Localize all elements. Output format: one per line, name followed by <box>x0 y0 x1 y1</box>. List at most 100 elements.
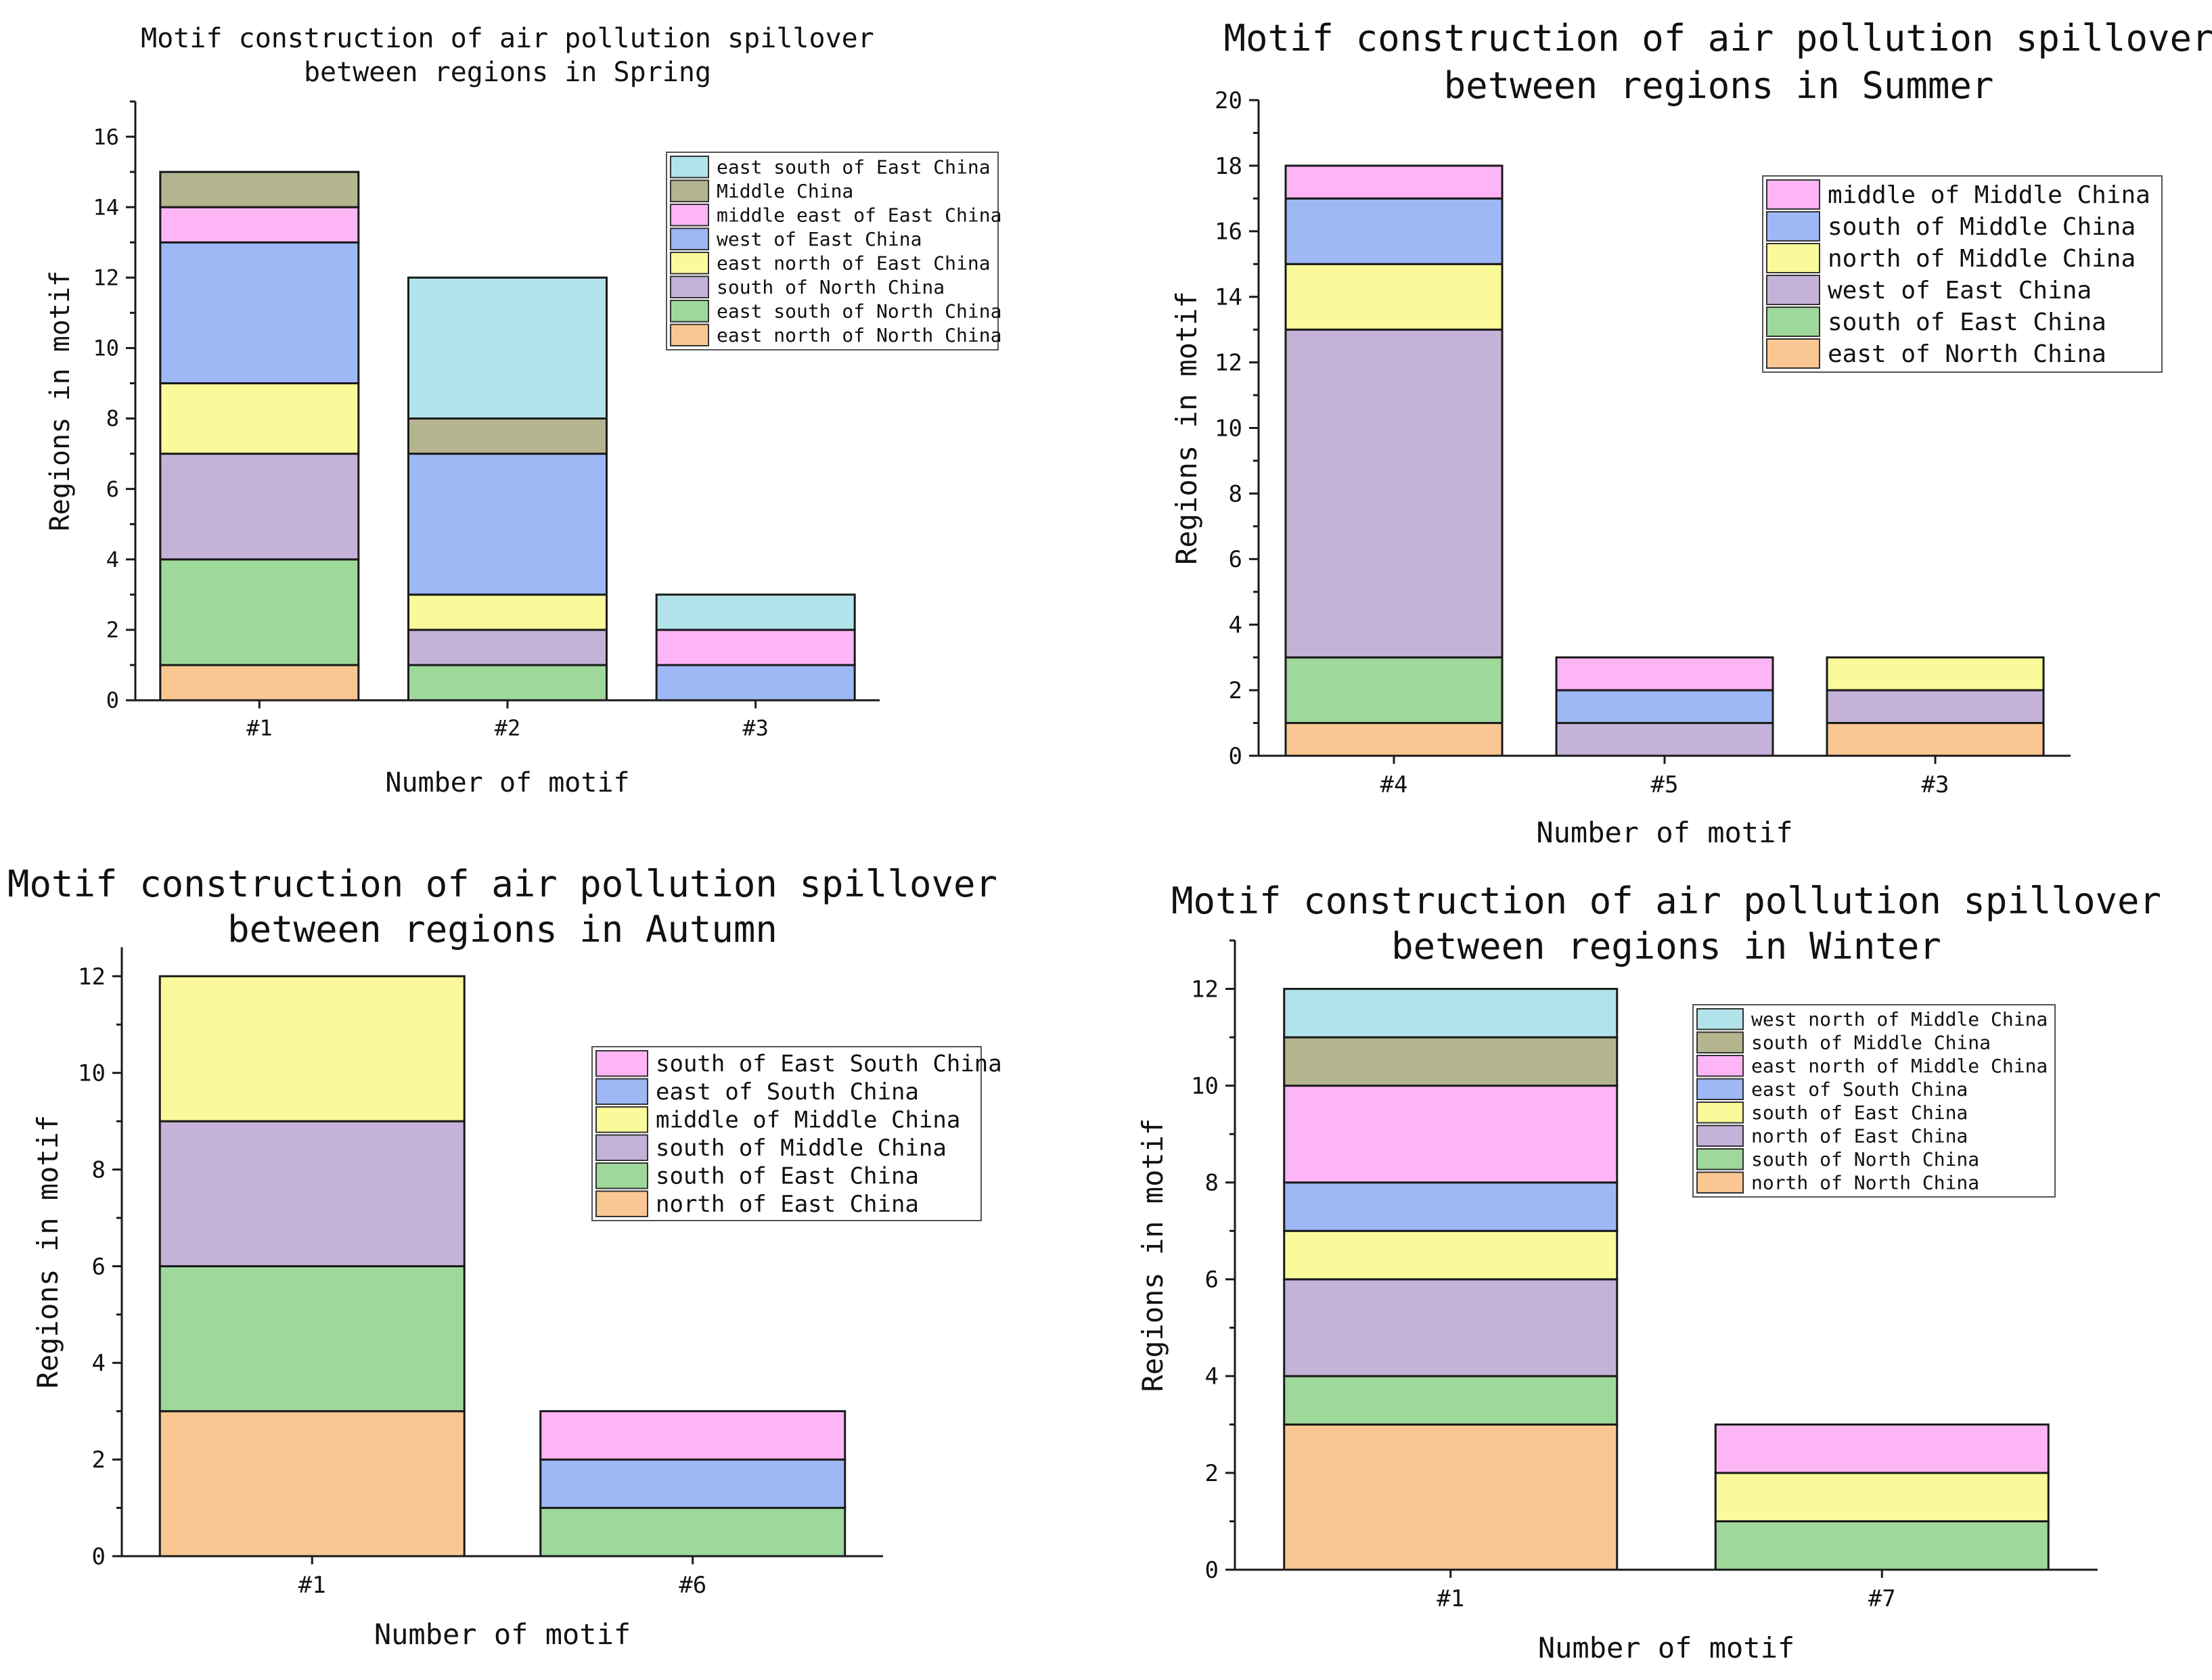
bar-segment <box>1826 722 2045 757</box>
bar-segment <box>407 453 608 596</box>
bar-segment <box>655 664 856 702</box>
bar-segment <box>539 1458 847 1509</box>
y-tick-label: 12 <box>1191 976 1219 1003</box>
bar-segment <box>158 1410 466 1558</box>
legend-label: middle of Middle China <box>656 1107 960 1134</box>
y-tick-label: 2 <box>92 1447 106 1474</box>
legend-swatch <box>1696 1125 1744 1147</box>
legend-swatch <box>1696 1031 1744 1053</box>
chart-autumn: Motif construction of air pollution spil… <box>7 853 1015 1664</box>
legend-label: west of East China <box>717 228 922 250</box>
y-tick-label: 6 <box>92 1253 106 1280</box>
y-axis-label: Regions in motif <box>45 271 76 531</box>
x-axis-label: Number of motif <box>374 1618 631 1651</box>
chart-title-line-2: between regions in Winter <box>1391 925 1941 968</box>
chart-title-line-1: Motif construction of air pollution spil… <box>7 863 997 905</box>
y-tick-label: 16 <box>93 124 119 150</box>
legend-swatch <box>1696 1102 1744 1124</box>
legend-label: middle of Middle China <box>1828 181 2150 209</box>
bar-segment <box>159 171 360 208</box>
legend-swatch <box>670 252 709 275</box>
bar-segment <box>407 417 608 455</box>
legend-swatch <box>670 323 709 346</box>
y-tick-label: 10 <box>1191 1073 1219 1100</box>
legend-swatch <box>670 179 709 202</box>
bar-segment <box>539 1507 847 1558</box>
legend-label: south of North China <box>717 276 945 298</box>
bar-segment <box>158 1265 466 1413</box>
legend-box <box>666 152 999 350</box>
y-tick-label: 6 <box>1229 546 1242 573</box>
y-tick-label: 12 <box>93 265 119 290</box>
y-tick-label: 4 <box>1205 1363 1219 1390</box>
x-axis-label: Number of motif <box>385 767 629 798</box>
legend-box <box>591 1046 982 1221</box>
bar-segment <box>1284 328 1504 659</box>
chart-spring: Motif construction of air pollution spil… <box>27 14 1083 825</box>
y-tick-label: 0 <box>92 1543 106 1570</box>
legend-swatch <box>595 1134 648 1161</box>
legend-label: north of East China <box>656 1191 919 1218</box>
bar-segment <box>1283 1375 1619 1426</box>
y-tick-label: 0 <box>106 687 119 713</box>
legend-swatch <box>595 1078 648 1105</box>
legend-label: east north of East China <box>717 252 991 275</box>
bar-segment <box>159 664 360 702</box>
y-tick-label: 16 <box>1215 219 1242 246</box>
bar-segment <box>1284 164 1504 200</box>
y-tick-label: 10 <box>78 1060 106 1087</box>
y-tick-label: 2 <box>1205 1460 1219 1487</box>
y-tick-label: 12 <box>1215 350 1242 377</box>
bar-segment <box>1284 656 1504 725</box>
legend-label: middle east of East China <box>717 204 1001 227</box>
chart-summer: Motif construction of air pollution spil… <box>1123 14 2212 853</box>
y-tick-label: 6 <box>1205 1267 1219 1294</box>
y-tick-label: 8 <box>106 406 119 432</box>
bar-segment <box>1283 1423 1619 1571</box>
y-tick-label: 12 <box>78 963 106 991</box>
chart-svg-spring: Motif construction of air pollution spil… <box>45 23 1001 798</box>
x-tick-label: #1 <box>298 1572 326 1599</box>
legend-label: east south of North China <box>717 300 1001 323</box>
y-tick-label: 4 <box>106 547 119 572</box>
legend-label: south of Middle China <box>1751 1032 1991 1054</box>
legend-label: north of North China <box>1751 1172 1979 1194</box>
chart-title-line-2: between regions in Summer <box>1444 64 1994 107</box>
bar-segment <box>655 629 856 666</box>
legend-label: south of East South China <box>656 1051 1002 1078</box>
legend-swatch <box>1766 275 1820 305</box>
legend-swatch <box>670 204 709 227</box>
chart-title-line-1: Motif construction of air pollution spil… <box>1171 880 2161 922</box>
legend-swatch <box>670 275 709 298</box>
x-tick-label: #4 <box>1380 771 1408 798</box>
legend-label: west of East China <box>1828 277 2092 304</box>
legend-swatch <box>1766 307 1820 337</box>
x-tick-label: #3 <box>742 715 769 741</box>
bar-segment <box>407 664 608 702</box>
legend-label: east of North China <box>1828 340 2106 368</box>
bar-segment <box>1284 197 1504 265</box>
y-tick-label: 14 <box>93 194 119 220</box>
bar-segment <box>1555 656 1774 691</box>
bar-segment <box>407 276 608 420</box>
legend-swatch <box>595 1162 648 1189</box>
bar-segment <box>1284 722 1504 757</box>
x-tick-label: #1 <box>246 715 273 741</box>
y-tick-label: 2 <box>1229 677 1242 704</box>
x-tick-label: #1 <box>1437 1585 1464 1612</box>
legend-label: south of East China <box>1751 1102 1968 1124</box>
bar-segment <box>1714 1423 2050 1474</box>
chart-title-line-1: Motif construction of air pollution spil… <box>141 23 874 54</box>
y-tick-label: 0 <box>1229 743 1242 770</box>
y-tick-label: 20 <box>1215 87 1242 114</box>
bar-segment <box>407 629 608 666</box>
chart-title-line-2: between regions in Spring <box>304 57 711 88</box>
y-tick-label: 8 <box>92 1156 106 1183</box>
legend-label: east south of East China <box>717 156 991 179</box>
x-axis-label: Number of motif <box>1538 1631 1795 1664</box>
x-tick-label: #2 <box>495 715 521 741</box>
x-axis-label: Number of motif <box>1536 816 1792 849</box>
bar-segment <box>159 382 360 455</box>
bar-segment <box>1283 1278 1619 1378</box>
chart-svg-summer: Motif construction of air pollution spil… <box>1170 17 2212 849</box>
